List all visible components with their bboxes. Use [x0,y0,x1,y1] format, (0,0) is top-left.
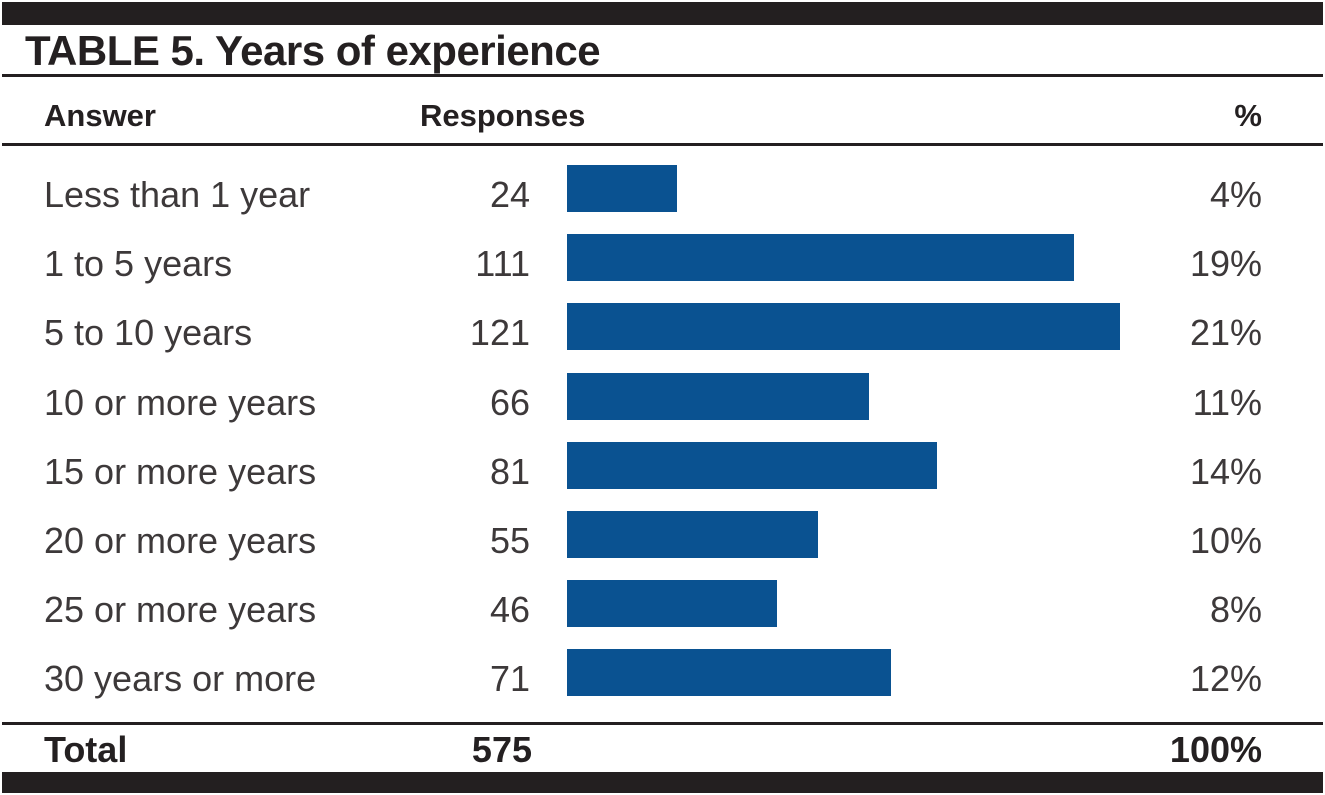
row-responses-value: 81 [489,450,530,492]
row-responses-value: 71 [489,658,530,700]
row-answer-label: 25 or more years [44,589,317,631]
table-row: 30 years or more 71 12% [0,630,1325,699]
table-title: TABLE 5. Years of experience [25,27,601,74]
row-percent-value: 19% [1189,243,1262,285]
row-answer-label: 15 or more years [44,450,317,492]
total-divider [2,722,1323,725]
response-bar [567,234,1074,282]
table-row: 25 or more years 46 8% [0,561,1325,630]
top-border-bar [2,2,1323,25]
response-bar [567,580,777,628]
row-answer-label: 30 years or more [44,658,317,700]
table-body: Less than 1 year 24 4% 1 to 5 years 111 … [0,146,1325,700]
row-percent-value: 12% [1189,658,1262,700]
row-percent-value: 21% [1189,312,1262,354]
row-responses-value: 111 [475,243,530,285]
row-answer-label: 1 to 5 years [44,243,233,285]
row-percent-value: 11% [1192,381,1262,423]
response-bar [567,372,869,420]
title-divider [2,74,1323,77]
row-responses-value: 46 [489,589,530,631]
header-answer: Answer [44,98,156,133]
row-answer-label: 20 or more years [44,519,317,561]
header-row: Answer Responses % [0,92,1325,140]
row-responses-value: 121 [469,312,530,354]
row-percent-value: 8% [1209,589,1262,631]
table-row: 15 or more years 81 14% [0,423,1325,492]
header-percent: % [1234,98,1262,133]
total-percent-value: 100% [1169,729,1262,770]
response-bar [567,441,937,489]
total-responses-value: 575 [471,729,532,770]
table-row: 1 to 5 years 111 19% [0,215,1325,284]
table-row: 5 to 10 years 121 21% [0,284,1325,353]
row-answer-label: 10 or more years [44,381,317,423]
response-bar [567,649,891,697]
response-bar [567,165,677,212]
row-responses-value: 24 [489,174,530,215]
row-responses-value: 55 [489,519,530,561]
bottom-border-bar [2,772,1323,793]
table-row: 10 or more years 66 11% [0,354,1325,423]
response-bar [567,510,818,558]
response-bar [567,303,1120,351]
row-percent-value: 14% [1189,450,1262,492]
row-percent-value: 10% [1189,519,1262,561]
row-percent-value: 4% [1209,174,1262,215]
total-label: Total [44,729,128,770]
header-responses: Responses [420,98,586,133]
header-divider [2,143,1323,146]
table-row: 20 or more years 55 10% [0,492,1325,561]
row-answer-label: Less than 1 year [44,174,311,215]
row-responses-value: 66 [489,381,530,423]
table-row: Less than 1 year 24 4% [0,146,1325,215]
row-answer-label: 5 to 10 years [44,312,253,354]
total-row: Total 575 100% [0,727,1325,772]
